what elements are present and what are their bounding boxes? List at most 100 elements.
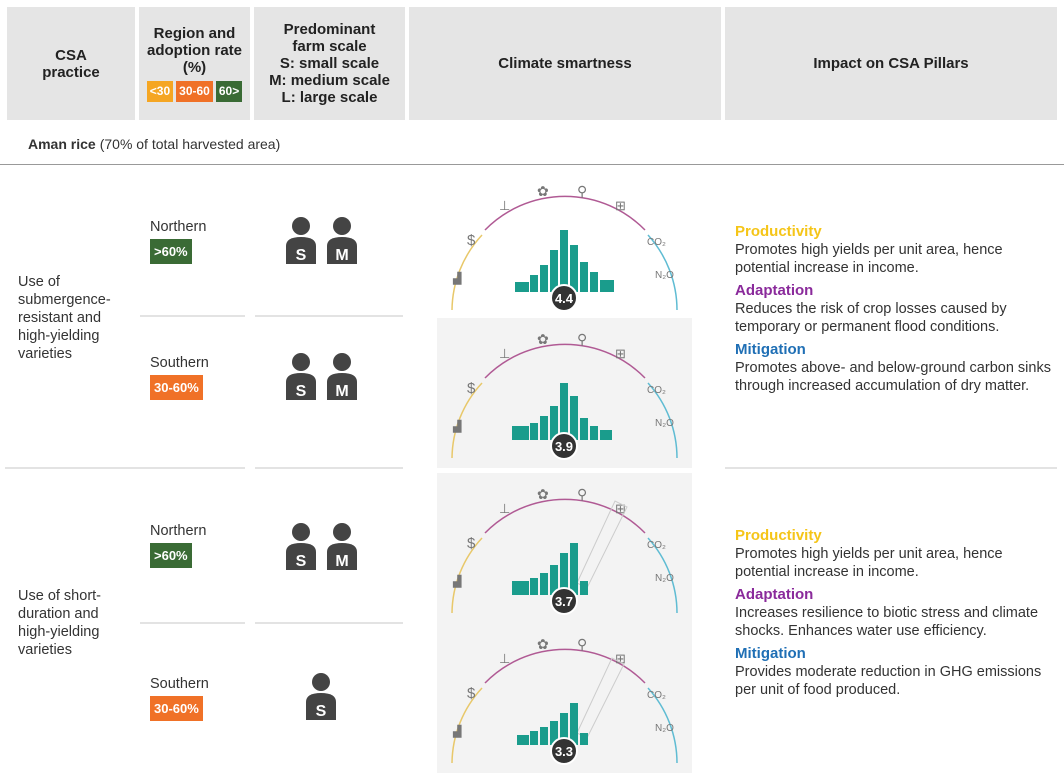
crop-icon: ✿ — [537, 183, 549, 199]
scale-letter: M — [335, 247, 348, 264]
adaptation-text: Increases resilience to biotic stress an… — [735, 605, 1039, 639]
water-icon: ⊥ — [499, 346, 510, 361]
scale-letter: M — [335, 553, 348, 570]
n2o-icon: N₂O — [655, 573, 674, 584]
mitigation-label: Mitigation — [735, 645, 806, 662]
climate-smartness-dial: ⊥ ✿ ⚲ ⊞ $ ▟ CO₂ N₂O 3.9 — [437, 318, 692, 468]
tractor-icon: ⊞ — [615, 651, 626, 666]
section-row: Aman rice (70% of total harvested area) — [0, 124, 1064, 165]
region-name: Southern — [150, 676, 209, 692]
farmer-small-scale-icon: S — [304, 672, 338, 727]
search-icon: ⚲ — [577, 331, 587, 347]
water-icon: ⊥ — [499, 198, 510, 213]
chart-icon: ▟ — [452, 574, 462, 588]
crop-icon: ✿ — [537, 331, 549, 347]
productivity-text: Promotes high yields per unit area, henc… — [735, 242, 1003, 276]
header-farm-scale-title: Predominant farm scale — [283, 21, 376, 55]
legend-low: <30 — [146, 81, 174, 102]
legend-mid: 30-60 — [176, 81, 213, 102]
row-divider — [140, 315, 245, 317]
section-detail: (70% of total harvested area) — [99, 136, 281, 152]
scale-letter: S — [316, 703, 327, 720]
productivity-text: Promotes high yields per unit area, henc… — [735, 546, 1003, 580]
search-icon: ⚲ — [577, 486, 587, 502]
crop-icon: ✿ — [537, 486, 549, 502]
money-icon: $ — [467, 685, 476, 702]
water-icon: ⊥ — [499, 651, 510, 666]
co2-icon: CO₂ — [647, 690, 666, 701]
farmer-small-scale-icon: S — [284, 522, 318, 577]
chart-icon: ▟ — [452, 419, 462, 433]
adaptation-text: Reduces the risk of crop losses caused b… — [735, 301, 1007, 335]
smartness-score: 3.7 — [555, 594, 573, 609]
adoption-legend: <30 30-60 60> — [146, 81, 243, 102]
money-icon: $ — [467, 380, 476, 397]
practice-name-1: Use of submergence-resistant and high-yi… — [18, 274, 111, 362]
farmer-small-scale-icon: S — [284, 216, 318, 271]
row-divider — [255, 315, 403, 317]
region-cell: Northern >60% — [150, 219, 206, 264]
n2o-icon: N₂O — [655, 270, 674, 281]
adaptation-label: Adaptation — [735, 586, 814, 603]
practice-name-2: Use of short-duration and high-yielding … — [18, 588, 101, 658]
adoption-badge: 30-60% — [150, 375, 203, 400]
scale-letter: S — [296, 553, 307, 570]
header-csa-practice: CSA practice — [7, 7, 135, 120]
header-impact: Impact on CSA Pillars — [725, 7, 1057, 120]
farmer-medium-scale-icon: M — [325, 522, 359, 577]
region-cell: Southern 30-60% — [150, 676, 209, 721]
co2-icon: CO₂ — [647, 540, 666, 551]
adoption-badge: >60% — [150, 543, 192, 568]
header-region: Region and adoption rate (%) <30 30-60 6… — [139, 7, 250, 120]
adoption-badge: >60% — [150, 239, 192, 264]
climate-smartness-dial: ⊥ ✿ ⚲ ⊞ $ ▟ CO₂ N₂O 3.7 — [437, 473, 692, 623]
header-farm-scale-m: M: medium scale — [269, 72, 390, 89]
row-divider — [255, 467, 403, 469]
farmer-medium-scale-icon: M — [325, 216, 359, 271]
crop-icon: ✿ — [537, 636, 549, 652]
mitigation-label: Mitigation — [735, 341, 806, 358]
row-divider — [255, 622, 403, 624]
header-impact-label: Impact on CSA Pillars — [813, 55, 969, 72]
adoption-badge: 30-60% — [150, 696, 203, 721]
smartness-score: 3.9 — [555, 439, 573, 454]
n2o-icon: N₂O — [655, 723, 674, 734]
money-icon: $ — [467, 535, 476, 552]
n2o-icon: N₂O — [655, 418, 674, 429]
money-icon: $ — [467, 232, 476, 249]
mitigation-text: Provides moderate reduction in GHG emiss… — [735, 664, 1042, 698]
mitigation-text: Promotes above- and below-ground carbon … — [735, 360, 1051, 394]
row-divider — [725, 467, 1057, 469]
region-name: Northern — [150, 219, 207, 235]
scale-letter: S — [296, 247, 307, 264]
chart-icon: ▟ — [452, 271, 462, 285]
header-farm-scale-s: S: small scale — [279, 55, 380, 72]
row-divider — [5, 467, 245, 469]
header-climate-smartness: Climate smartness — [409, 7, 721, 120]
chart-icon: ▟ — [452, 724, 462, 738]
region-cell: Southern 30-60% — [150, 355, 209, 400]
header-csa-practice-label: CSA practice — [42, 46, 100, 81]
row-divider — [140, 622, 245, 624]
adaptation-label: Adaptation — [735, 282, 814, 299]
co2-icon: CO₂ — [647, 237, 666, 248]
smartness-score: 4.4 — [555, 291, 574, 306]
header-climate-smartness-label: Climate smartness — [498, 55, 632, 72]
tractor-icon: ⊞ — [615, 198, 626, 213]
climate-smartness-dial: ⊥ ✿ ⚲ ⊞ $ ▟ CO₂ N₂O 4.4 — [437, 170, 692, 320]
scale-letter: M — [335, 383, 348, 400]
region-name: Northern — [150, 523, 207, 539]
region-name: Southern — [150, 355, 209, 371]
co2-icon: CO₂ — [647, 385, 666, 396]
water-icon: ⊥ — [499, 501, 510, 516]
tractor-icon: ⊞ — [615, 346, 626, 361]
farmer-medium-scale-icon: M — [325, 352, 359, 407]
scale-letter: S — [296, 383, 307, 400]
legend-high: 60> — [215, 81, 243, 102]
smartness-score: 3.3 — [555, 744, 573, 759]
farmer-small-scale-icon: S — [284, 352, 318, 407]
section-name: Aman rice — [28, 136, 96, 152]
header-farm-scale-l: L: large scale — [281, 89, 378, 106]
productivity-label: Productivity — [735, 223, 822, 240]
tractor-icon: ⊞ — [615, 501, 626, 516]
